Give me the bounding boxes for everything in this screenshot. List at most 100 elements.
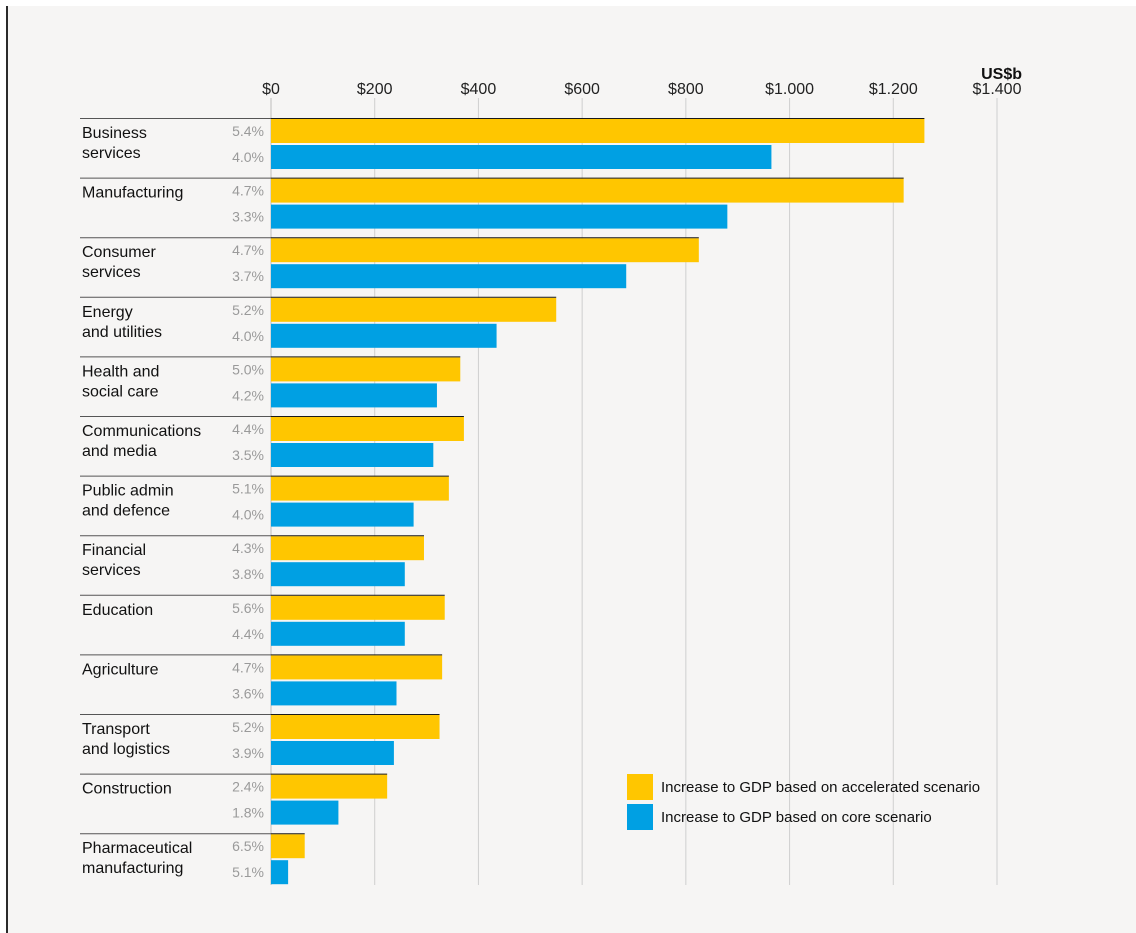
category-label: Public admin [82,483,174,500]
growth-label-core: 3.9% [232,745,264,761]
growth-label-accelerated: 5.4% [232,123,264,139]
growth-label-accelerated: 5.6% [232,600,264,616]
bar-accelerated [271,476,449,501]
category-row: Pharmaceutical manufacturing 6.5% 5.1% [80,833,305,885]
category-label: Transport [82,721,150,738]
bar-accelerated [271,119,925,143]
bar-core [271,204,728,229]
growth-label-core: 5.1% [232,864,264,880]
bar-accelerated [271,834,305,859]
bar-accelerated [271,536,424,561]
growth-label-accelerated: 5.1% [232,481,264,497]
category-label: Construction [82,781,172,798]
category-row: Agriculture 4.7% 3.6% [80,654,443,706]
category-label: and media [82,443,157,460]
growth-label-core: 4.0% [232,507,264,523]
legend-swatch-core [627,804,653,830]
category-label: services [82,264,141,281]
category-label: Health and [82,363,159,380]
unit-label: US$b [981,66,1022,83]
bar-accelerated [271,774,388,799]
bar-rows: Business services 5.4% 4.0% Manufacturing 4.7… [80,118,925,885]
left-border [6,6,8,933]
category-label: and defence [82,503,170,520]
growth-label-core: 4.4% [232,626,264,642]
legend-swatch-accelerated [627,774,653,800]
bar-accelerated [271,297,557,322]
growth-label-core: 4.2% [232,387,264,403]
bar-core [271,383,437,408]
legend-label-accelerated: Increase to GDP based on accelerated sce… [661,779,980,796]
category-label: services [82,562,141,579]
bar-accelerated [271,417,464,441]
bar-accelerated [271,238,699,263]
category-row: Consumer services 4.7% 3.7% [80,237,699,289]
growth-label-accelerated: 4.7% [232,242,264,258]
category-row: Business services 5.4% 4.0% [80,118,925,169]
legend: Increase to GDP based on accelerated sce… [627,774,980,830]
growth-label-accelerated: 4.3% [232,540,264,556]
x-tick-label: $200 [357,81,393,98]
category-row: Manufacturing 4.7% 3.3% [80,177,904,229]
category-row: Education 5.6% 4.4% [80,594,445,646]
growth-label-core: 3.3% [232,209,264,225]
bar-core [271,145,772,169]
category-label: Manufacturing [82,185,183,202]
bar-core [271,741,394,765]
bar-core [271,443,434,467]
x-tick-label: $1.200 [869,81,918,98]
category-row: Public admin and defence 5.1% 4.0% [80,475,449,527]
bar-core [271,323,497,348]
bar-accelerated [271,357,461,382]
category-label: Financial [82,542,146,559]
category-label: Business [82,125,147,142]
category-label: services [82,145,141,162]
growth-label-core: 3.7% [232,268,264,284]
category-label: social care [82,383,159,400]
category-label: and utilities [82,324,162,341]
x-tick-label: $0 [262,81,280,98]
growth-label-core: 3.8% [232,566,264,582]
category-label: Consumer [82,244,156,261]
bar-core [271,681,397,706]
bar-accelerated [271,715,440,739]
x-tick-label: $1.400 [973,81,1022,98]
growth-label-core: 4.0% [232,149,264,165]
growth-label-accelerated: 6.5% [232,838,264,854]
growth-label-accelerated: 4.7% [232,183,264,199]
bar-accelerated [271,178,904,203]
growth-label-core: 1.8% [232,805,264,821]
category-label: Communications [82,423,201,440]
bar-accelerated [271,595,445,620]
bar-core [271,264,627,289]
bar-core [271,800,339,825]
x-tick-label: $800 [668,81,704,98]
category-label: and logistics [82,741,170,758]
bar-accelerated [271,655,443,680]
category-row: Health and social care 5.0% 4.2% [80,356,461,408]
growth-label-core: 3.6% [232,685,264,701]
category-row: Communications and media 4.4% 3.5% [80,416,464,467]
x-tick-label: $600 [564,81,600,98]
x-tick-label: $1.000 [765,81,814,98]
x-tick-labels: $0 $200 $400 $600 $800 $1.000 $1.200 $1.400 [262,81,1021,98]
category-label: Education [82,602,153,619]
growth-label-accelerated: 5.0% [232,361,264,377]
category-label: Energy [82,304,133,321]
category-label: Agriculture [82,661,159,678]
growth-label-core: 3.5% [232,447,264,463]
category-label: manufacturing [82,860,183,877]
growth-label-core: 4.0% [232,328,264,344]
growth-label-accelerated: 5.2% [232,302,264,318]
category-row: Transport and logistics 5.2% 3.9% [80,714,440,765]
category-label: Pharmaceutical [82,840,192,857]
legend-label-core: Increase to GDP based on core scenario [661,809,932,826]
x-tick-label: $400 [461,81,497,98]
category-row: Energy and utilities 5.2% 4.0% [80,296,557,348]
growth-label-accelerated: 5.2% [232,719,264,735]
bar-core [271,562,405,587]
category-row: Construction 2.4% 1.8% [80,773,388,825]
growth-label-accelerated: 2.4% [232,779,264,795]
growth-label-accelerated: 4.7% [232,659,264,675]
